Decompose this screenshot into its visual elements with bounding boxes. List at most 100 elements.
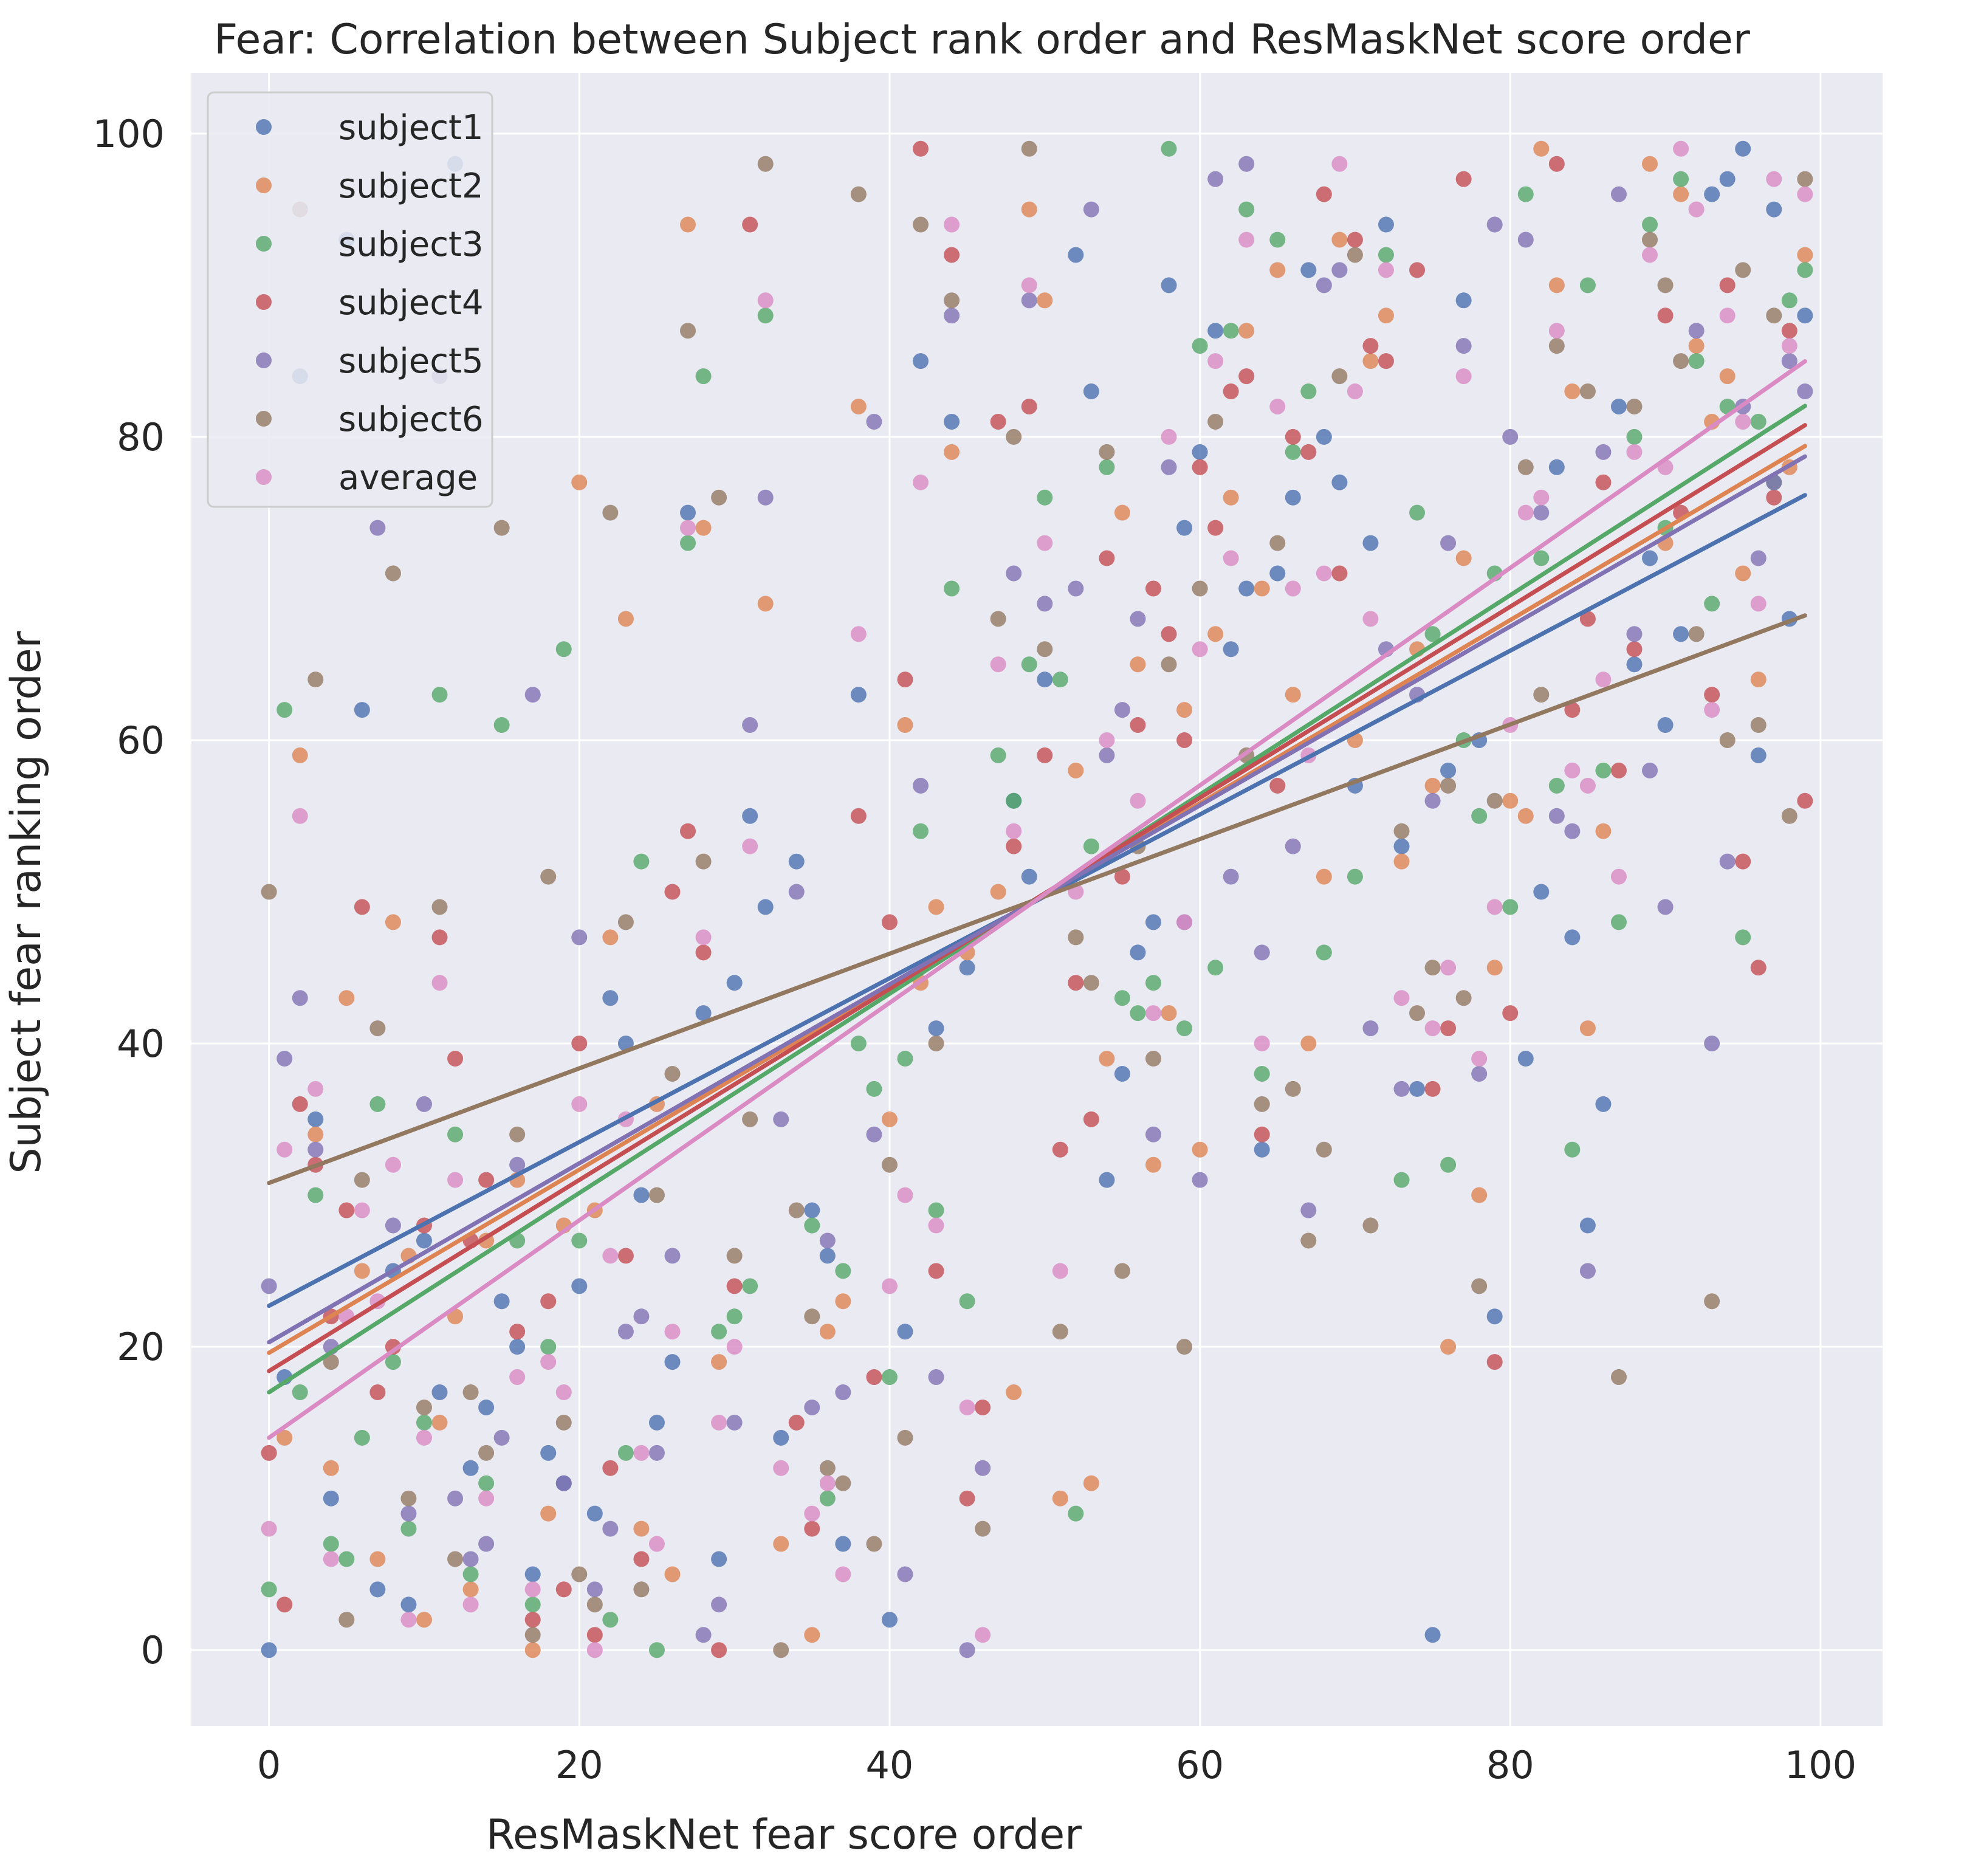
data-point <box>1362 338 1379 354</box>
data-point <box>1579 383 1596 400</box>
data-point <box>1099 444 1115 460</box>
data-point <box>1393 1172 1410 1188</box>
data-point <box>1300 383 1317 400</box>
data-point <box>1471 808 1488 824</box>
data-point <box>462 1460 479 1476</box>
data-point <box>385 1354 401 1370</box>
data-point <box>990 656 1006 673</box>
data-point <box>1021 398 1037 414</box>
data-point <box>1331 474 1348 490</box>
data-point <box>897 672 913 688</box>
data-point <box>1006 1384 1022 1401</box>
data-point <box>757 899 774 915</box>
data-point <box>680 535 696 551</box>
data-point <box>431 1414 448 1431</box>
data-point <box>1145 1156 1161 1173</box>
data-point <box>1021 201 1037 218</box>
data-point <box>1238 232 1255 248</box>
data-point <box>447 1172 464 1188</box>
series-subject4 <box>261 140 1813 1658</box>
data-point <box>1378 247 1394 263</box>
data-point <box>571 1278 588 1294</box>
data-point <box>1626 398 1643 414</box>
data-point <box>1548 277 1565 294</box>
data-point <box>928 1020 944 1037</box>
data-point <box>711 1414 727 1431</box>
data-point <box>1316 428 1332 445</box>
data-point <box>804 1217 820 1234</box>
data-point <box>1099 1172 1115 1188</box>
data-point <box>1037 641 1053 658</box>
data-point <box>1347 247 1363 263</box>
data-point <box>1797 792 1813 809</box>
data-point <box>726 1308 743 1325</box>
series-subject1 <box>261 140 1813 1658</box>
data-point <box>1378 216 1394 233</box>
data-point <box>1223 641 1239 658</box>
data-point <box>1269 398 1286 414</box>
data-point <box>1254 1036 1270 1052</box>
data-point <box>1766 201 1782 218</box>
data-point <box>1642 247 1658 263</box>
data-point <box>400 1520 417 1537</box>
data-point <box>944 580 960 597</box>
legend: subject1 subject2 subject3 subject4 subject5… <box>207 91 493 508</box>
data-point <box>261 1445 277 1461</box>
data-point <box>1548 459 1565 475</box>
data-point <box>773 1536 789 1552</box>
data-point <box>1207 323 1224 339</box>
data-point <box>648 1642 665 1658</box>
legend-marker <box>256 294 272 310</box>
legend-marker <box>256 236 272 252</box>
data-point <box>1192 338 1208 354</box>
data-point <box>990 611 1006 627</box>
data-point <box>540 1354 557 1370</box>
fit-line-average <box>267 359 1807 1440</box>
data-point <box>524 1642 541 1658</box>
data-point <box>338 1202 355 1218</box>
data-point <box>400 1490 417 1507</box>
data-point <box>586 1627 603 1643</box>
data-point <box>773 1642 789 1658</box>
data-point <box>1114 1065 1130 1082</box>
data-point <box>602 1460 619 1476</box>
data-point <box>664 1566 681 1582</box>
data-point <box>1735 262 1751 278</box>
data-point <box>1610 1369 1627 1386</box>
data-point <box>835 1293 851 1310</box>
y-tick-label: 0 <box>141 1628 165 1672</box>
data-point <box>1502 428 1519 445</box>
data-point <box>897 1051 913 1067</box>
data-point <box>804 1399 820 1415</box>
data-point <box>1130 1005 1146 1022</box>
data-point <box>571 929 588 946</box>
data-point <box>1238 156 1255 172</box>
data-point <box>1331 565 1348 582</box>
data-point <box>1750 596 1767 612</box>
data-point <box>462 1581 479 1598</box>
data-point <box>509 1369 526 1386</box>
data-point <box>1037 535 1053 551</box>
data-point <box>1704 1293 1720 1310</box>
data-point <box>881 1111 898 1127</box>
legend-label: subject1 <box>338 108 484 148</box>
data-point <box>1766 308 1782 324</box>
data-point <box>819 1324 836 1340</box>
data-point <box>1704 687 1720 703</box>
data-point <box>369 1551 386 1567</box>
data-point <box>881 1612 898 1628</box>
data-point <box>1052 1324 1068 1340</box>
data-point <box>1362 1020 1379 1037</box>
data-point <box>1750 672 1767 688</box>
data-point <box>400 1505 417 1522</box>
data-point <box>788 1202 805 1218</box>
data-point <box>788 1414 805 1431</box>
data-point <box>1052 1141 1068 1158</box>
data-point <box>1471 1187 1488 1203</box>
data-point <box>1409 1005 1426 1022</box>
data-point <box>1331 368 1348 385</box>
data-point <box>1207 353 1224 369</box>
data-point <box>369 1096 386 1112</box>
data-point <box>664 1248 681 1264</box>
data-point <box>1285 1081 1301 1097</box>
